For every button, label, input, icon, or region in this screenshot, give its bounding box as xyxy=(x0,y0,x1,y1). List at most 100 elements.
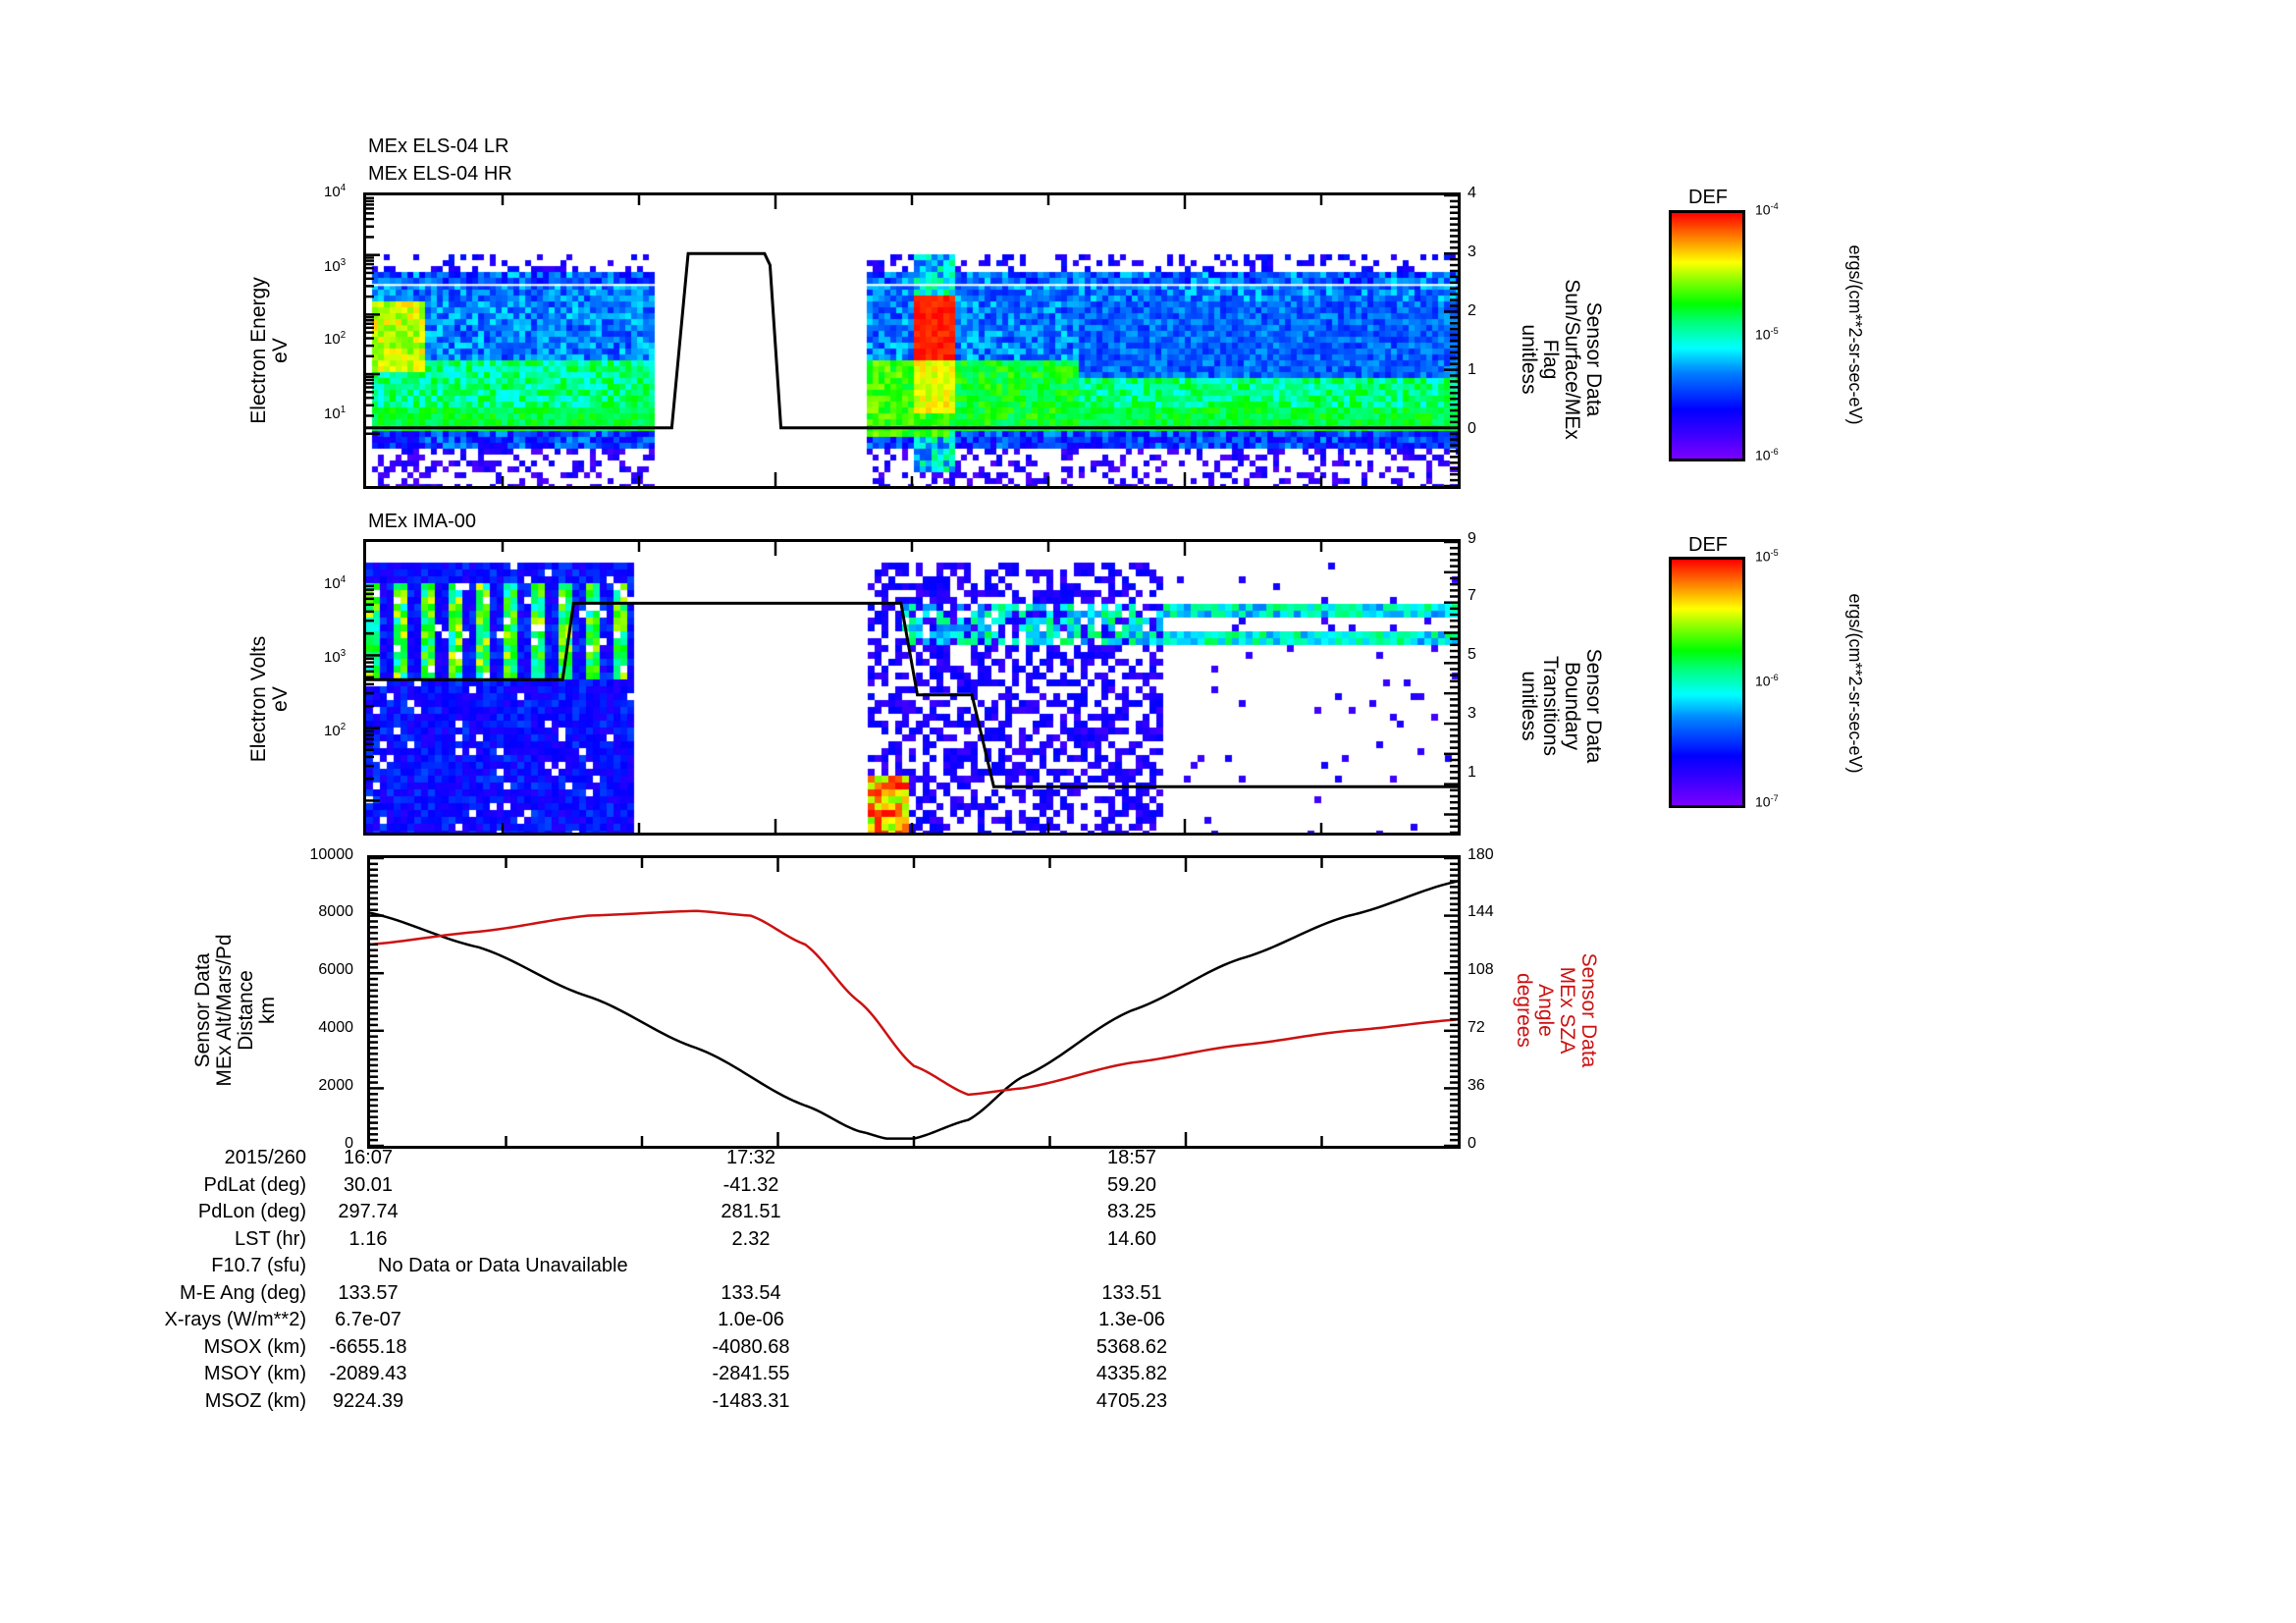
table-cell: -41.32 xyxy=(722,1173,779,1196)
table-cell: 133.57 xyxy=(338,1281,399,1304)
ima-ytick-1e4: 104 xyxy=(324,574,347,592)
sza-rtick-144: 144 xyxy=(1468,903,1494,920)
sza-right-axis-label: Sensor Data MEx SZA Angle degrees xyxy=(1513,902,1600,1118)
els-ytick-1e1: 101 xyxy=(324,405,347,422)
table-row-label: MSOX (km) xyxy=(203,1335,306,1358)
els-colorbar-unit: ergs/(cm**2-sr-sec-eV) xyxy=(1845,244,1865,425)
table-cell: 1.3e-06 xyxy=(1098,1309,1165,1330)
ima-ytick-1e3: 103 xyxy=(324,648,347,666)
ima-spectrogram-panel xyxy=(363,539,1461,836)
sza-rlabel-4: degrees xyxy=(1513,973,1535,1048)
table-cell: 297.74 xyxy=(338,1201,399,1222)
table-row-label: MSOY (km) xyxy=(203,1363,306,1384)
els-title-lr: MEx ELS-04 LR xyxy=(368,135,509,157)
alt-ylabel-3: Distance xyxy=(235,970,257,1051)
els-right-axis-label: Sensor Data Sun/Surface/MEx Flag unitles… xyxy=(1518,242,1605,477)
table-row-label: PdLat (deg) xyxy=(203,1173,306,1196)
els-title-hr: MEx ELS-04 HR xyxy=(368,163,512,185)
sza-rtick-108: 108 xyxy=(1468,961,1494,978)
table-cell: 18:57 xyxy=(1106,1147,1157,1168)
table-cell: 30.01 xyxy=(343,1173,394,1196)
ima-rtick-7: 7 xyxy=(1468,587,1476,604)
els-rlabel-4: unitless xyxy=(1518,324,1540,395)
alt-ytick-6000: 6000 xyxy=(318,961,353,978)
sza-rlabel-2: MEx SZA xyxy=(1556,966,1578,1055)
table-cell: 133.51 xyxy=(1101,1281,1162,1304)
ima-cbar-tick-mid: 10-6 xyxy=(1755,673,1779,689)
els-ytick-1e2: 102 xyxy=(324,330,347,348)
alt-ytick-4000: 4000 xyxy=(318,1019,353,1036)
alt-y-axis-label: Sensor Data MEx Alt/Mars/Pd Distance km xyxy=(191,902,279,1118)
els-spectrogram xyxy=(366,195,1458,486)
ima-boundary-line xyxy=(366,540,1458,835)
table-cell: 59.20 xyxy=(1106,1173,1157,1196)
table-cell: 16:07 xyxy=(343,1147,394,1168)
els-ytick-1e3: 103 xyxy=(324,257,347,275)
ima-rlabel-4: unitless xyxy=(1518,671,1540,741)
ima-rlabel-2: Boundary xyxy=(1561,662,1583,750)
ima-right-axis-label: Sensor Data Boundary Transitions unitles… xyxy=(1518,588,1605,824)
table-cell: No Data or Data Unavailable xyxy=(378,1255,628,1276)
table-cell: 281.51 xyxy=(721,1201,781,1222)
alt-ylabel-2: MEx Alt/Mars/Pd xyxy=(213,934,236,1087)
ima-spectrogram xyxy=(366,542,1458,833)
sza-rtick-36: 36 xyxy=(1468,1077,1485,1094)
alt-ylabel-4: km xyxy=(256,997,279,1024)
els-ylabel-line1: Electron Energy xyxy=(247,277,270,424)
els-rlabel-2: Sun/Surface/MEx xyxy=(1561,279,1583,440)
sza-rlabel-1: Sensor Data xyxy=(1577,952,1600,1068)
els-spectrogram-panel xyxy=(363,192,1461,489)
table-cell: 83.25 xyxy=(1106,1201,1157,1222)
alt-ytick-10000: 10000 xyxy=(309,846,354,863)
sza-rtick-72: 72 xyxy=(1468,1019,1485,1036)
ima-rtick-9: 9 xyxy=(1468,530,1476,547)
alt-ytick-0: 0 xyxy=(345,1135,353,1152)
els-ylabel-line2: eV xyxy=(269,338,292,363)
table-cell: 2.32 xyxy=(731,1227,771,1250)
table-row-label: 2015/260 xyxy=(224,1147,306,1168)
table-cell: 5368.62 xyxy=(1095,1335,1168,1358)
table-row-label: MSOZ (km) xyxy=(204,1389,306,1412)
table-cell: -2089.43 xyxy=(329,1363,407,1384)
els-rtick-0: 0 xyxy=(1468,420,1476,437)
table-cell: 4335.82 xyxy=(1095,1363,1168,1384)
table-cell: 133.54 xyxy=(721,1281,781,1304)
table-cell: 6.7e-07 xyxy=(335,1309,401,1330)
ima-colorbar-title: DEF xyxy=(1688,534,1728,556)
table-cell: 1.0e-06 xyxy=(718,1309,784,1330)
els-cbar-tick-min: 10-6 xyxy=(1755,447,1779,463)
table-cell: -4080.68 xyxy=(712,1335,790,1358)
ima-cbar-tick-min: 10-7 xyxy=(1755,793,1779,810)
ima-cbar-tick-max: 10-5 xyxy=(1755,548,1779,565)
ima-colorbar-unit: ergs/(cm**2-sr-sec-eV) xyxy=(1845,593,1865,774)
els-colorbar-title: DEF xyxy=(1688,187,1728,208)
els-colorbar xyxy=(1669,210,1745,461)
els-rtick-3: 3 xyxy=(1468,243,1476,260)
altitude-sza-panel xyxy=(367,855,1461,1149)
els-rlabel-3: Flag xyxy=(1539,339,1562,380)
table-cell: 17:32 xyxy=(725,1147,776,1168)
ima-ylabel-line2: eV xyxy=(269,686,292,712)
ima-ylabel-line1: Electron Volts xyxy=(247,635,270,763)
table-row-label: X-rays (W/m**2) xyxy=(164,1309,306,1330)
els-rtick-2: 2 xyxy=(1468,302,1476,319)
ima-ytick-1e2: 102 xyxy=(324,722,347,739)
table-row-label: M-E Ang (deg) xyxy=(180,1281,306,1304)
els-flag-line xyxy=(366,193,1458,488)
table-cell: 9224.39 xyxy=(332,1389,404,1412)
table-cell: -6655.18 xyxy=(329,1335,407,1358)
table-row-label: F10.7 (sfu) xyxy=(211,1255,306,1276)
table-cell: 4705.23 xyxy=(1095,1389,1168,1412)
ima-rtick-5: 5 xyxy=(1468,646,1476,663)
table-cell: -2841.55 xyxy=(712,1363,790,1384)
ima-colorbar xyxy=(1669,557,1745,808)
table-row-label: LST (hr) xyxy=(235,1227,306,1250)
els-rtick-1: 1 xyxy=(1468,361,1476,378)
sza-rtick-0: 0 xyxy=(1468,1135,1476,1152)
alt-ylabel-1: Sensor Data xyxy=(191,952,214,1068)
altitude-sza-lines xyxy=(369,856,1459,1148)
els-rlabel-1: Sensor Data xyxy=(1582,301,1605,417)
els-y-axis-label: Electron Energy eV xyxy=(247,247,292,454)
alt-ytick-8000: 8000 xyxy=(318,903,353,920)
ima-rtick-3: 3 xyxy=(1468,705,1476,722)
